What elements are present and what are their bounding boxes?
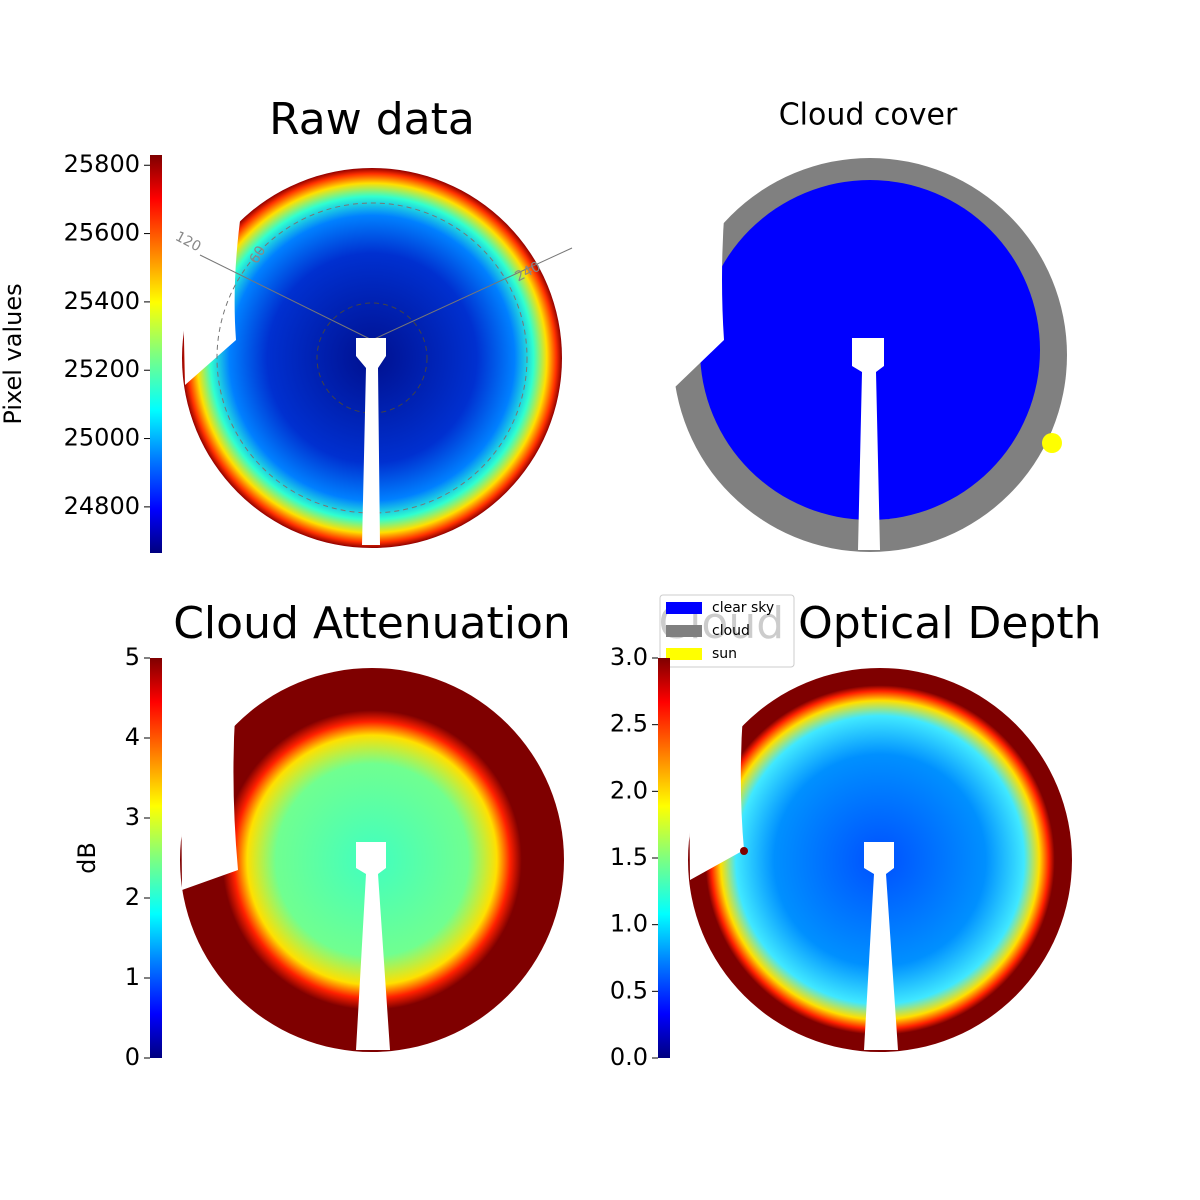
colorbar-tick-label: 2 [125,883,140,911]
colorbar-tick-label: 25400 [64,287,140,315]
legend-label: clear sky [712,600,774,616]
colorbar-tick-label: 24800 [64,492,140,520]
colorbar-tick-label: 0 [125,1043,140,1071]
legend-swatch [666,602,702,614]
raw-image [180,160,573,548]
colorbar [150,658,162,1058]
colorbar-tick-label: 2.5 [610,710,648,738]
legend-swatch [666,648,702,660]
colorbar-tick-label: 1.5 [610,843,648,871]
colorbar-tick-label: 25000 [64,424,140,452]
panel-title: Raw data [269,94,475,145]
legend-label: cloud [712,623,750,639]
optical-depth-image [688,660,1072,1052]
colorbar-label: Pixel values [0,283,27,424]
colorbar-tick-label: 0.0 [610,1043,648,1071]
colorbar [150,155,162,553]
colorbar-tick-label: 25600 [64,219,140,247]
colorbar-tick-label: 0.5 [610,976,648,1004]
colorbar [658,658,670,1058]
colorbar-tick-label: 25200 [64,355,140,383]
colorbar-tick-label: 1 [125,963,140,991]
cloud-cover-image [670,155,1067,552]
colorbar-tick-label: 3 [125,803,140,831]
legend-swatch [666,625,702,637]
colorbar-label: dB [73,842,101,874]
colorbar-tick-label: 4 [125,723,140,751]
azimuth-label: 60 [247,243,270,266]
legend-label: sun [712,646,737,662]
attenuation-image [180,660,564,1052]
panel-title: Cloud Attenuation [173,598,571,649]
colorbar-tick-label: 3.0 [610,643,648,671]
panel-title: Cloud cover [779,98,958,133]
colorbar-tick-label: 5 [125,643,140,671]
colorbar-tick-label: 1.0 [610,910,648,938]
colorbar-tick-label: 25800 [64,150,140,178]
colorbar-tick-label: 2.0 [610,776,648,804]
